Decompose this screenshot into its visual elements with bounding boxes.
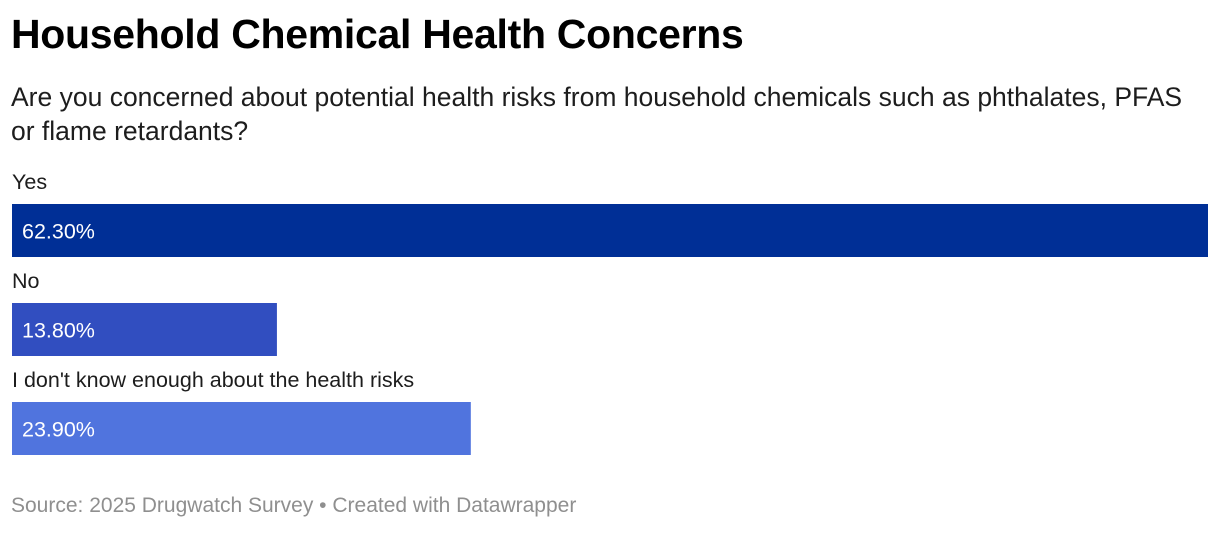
bar[interactable] [12, 303, 277, 356]
category-label: I don't know enough about the health ris… [12, 368, 414, 392]
category-label: No [12, 269, 40, 293]
datawrapper-credit-link[interactable]: Created with Datawrapper [332, 494, 577, 517]
footer-separator: • [319, 494, 327, 517]
bar[interactable] [12, 204, 1208, 257]
category-label: Yes [12, 170, 47, 194]
value-label: 13.80% [22, 319, 95, 343]
source-note: Source: 2025 Drugwatch Survey [11, 494, 314, 517]
chart-footer: Source: 2025 Drugwatch Survey • Created … [11, 494, 576, 518]
chart-title: Household Chemical Health Concerns [11, 11, 744, 57]
value-label: 23.90% [22, 418, 95, 442]
value-label: 62.30% [22, 220, 95, 244]
bar-chart: Yes 62.30% No 13.80% I don't know enough abo… [12, 165, 1208, 465]
bar[interactable] [12, 402, 471, 455]
bar-chart-svg: Yes 62.30% No 13.80% I don't know enough abo… [12, 170, 1208, 455]
chart-subtitle: Are you concerned about potential health… [11, 82, 1183, 146]
